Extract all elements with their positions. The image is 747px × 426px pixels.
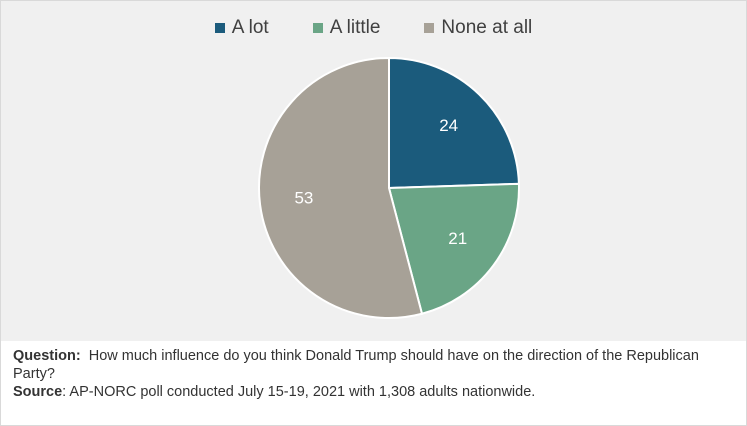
pie-chart: 24 21 53 (258, 56, 520, 319)
legend-item-a-little: A little (312, 17, 381, 39)
question-label: Question: (13, 348, 81, 364)
slice-label-a-little: 21 (448, 229, 467, 248)
question-text: How much influence do you think Donald T… (13, 348, 699, 382)
legend-label-none-at-all: None at all (441, 17, 533, 38)
pie-slice-none-at-all (258, 56, 424, 319)
source-label: Source (13, 384, 63, 400)
slice-label-a-lot: 24 (439, 116, 458, 135)
legend-item-a-lot: A lot (214, 17, 269, 39)
question-note: Question: How much influence do you thin… (13, 347, 733, 383)
legend-item-none-at-all: None at all (424, 17, 532, 39)
legend-swatch-none-at-all (424, 23, 435, 33)
legend: A lot A little None at all (1, 17, 746, 39)
slice-label-none-at-all: 53 (294, 188, 313, 207)
chart-area: A lot A little None at all 24 21 53 (1, 1, 746, 341)
chart-notes: Question: How much influence do you thin… (13, 347, 733, 401)
pie-slice-a-lot (388, 56, 520, 190)
legend-swatch-a-little (312, 23, 323, 33)
source-text: : AP-NORC poll conducted July 15-19, 202… (62, 384, 536, 400)
legend-label-a-little: A little (329, 17, 381, 38)
legend-swatch-a-lot (214, 23, 225, 33)
legend-label-a-lot: A lot (231, 17, 269, 38)
source-note: Source: AP-NORC poll conducted July 15-1… (13, 383, 733, 401)
pie-slice-a-little (387, 182, 520, 315)
